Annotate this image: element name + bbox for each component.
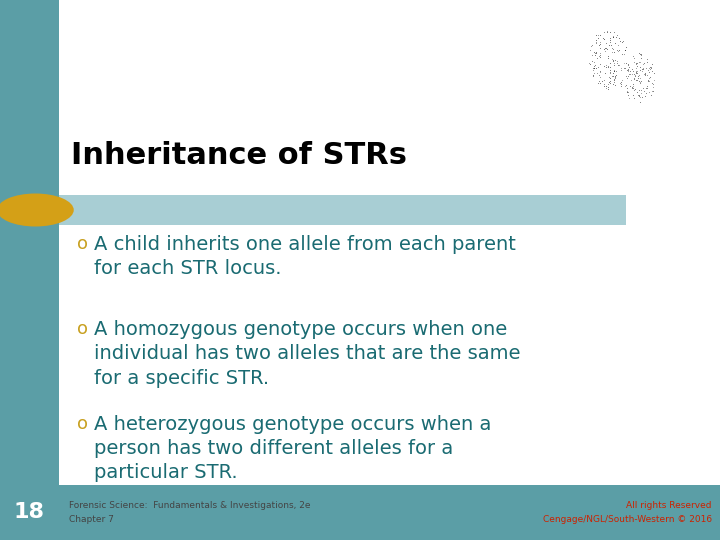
Bar	[0, 485, 720, 540]
Text: 18: 18	[14, 503, 45, 523]
Bar	[59, 195, 626, 225]
Text: o: o	[77, 415, 88, 433]
Text: o: o	[77, 320, 88, 338]
Text: o: o	[77, 235, 88, 253]
Text: Inheritance of STRs: Inheritance of STRs	[71, 140, 407, 170]
Ellipse shape	[0, 193, 73, 226]
Bar	[0, 0, 59, 540]
Text: A child inherits one allele from each parent
for each STR locus.: A child inherits one allele from each pa…	[94, 235, 516, 278]
Text: A homozygous genotype occurs when one
individual has two alleles that are the sa: A homozygous genotype occurs when one in…	[94, 320, 521, 388]
Text: All rights Reserved
Cengage/NGL/South-Western © 2016: All rights Reserved Cengage/NGL/South-We…	[543, 502, 712, 524]
Text: A heterozygous genotype occurs when a
person has two different alleles for a
par: A heterozygous genotype occurs when a pe…	[94, 415, 491, 483]
Text: Forensic Science:  Fundamentals & Investigations, 2e
Chapter 7: Forensic Science: Fundamentals & Investi…	[69, 502, 310, 524]
